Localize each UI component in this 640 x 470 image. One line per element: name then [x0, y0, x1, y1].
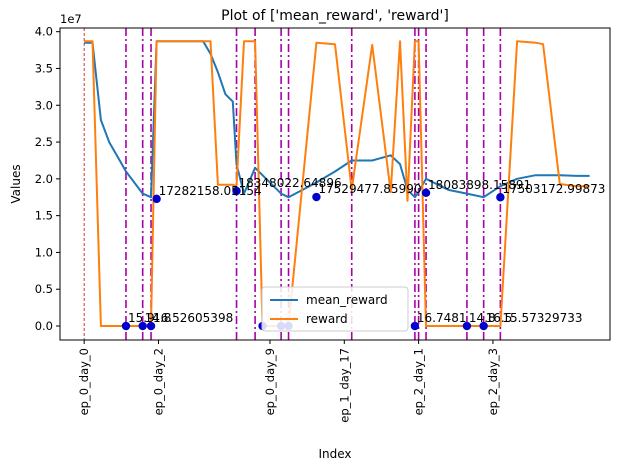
y-tick-label: 0.5 — [35, 282, 53, 296]
series-line-mean-reward — [84, 40, 590, 199]
annotation: 14.8 — [469, 311, 496, 325]
legend-box — [261, 286, 409, 332]
x-axis-label: Index — [318, 447, 351, 461]
chart-title: Plot of ['mean_reward', 'reward'] — [221, 8, 449, 24]
y-tick-label: 3.5 — [35, 61, 53, 75]
annotation: 17282158.05154 — [159, 184, 262, 198]
annotation: 15.57329733 — [502, 311, 582, 325]
annotation: 14.8 — [145, 311, 172, 325]
x-tick-label: ep_2_day_3 — [486, 348, 500, 415]
y-tick-label: 1.0 — [35, 245, 53, 259]
annotation: 18348022.64896 — [239, 176, 342, 190]
annotation: 16.7481 — [417, 311, 467, 325]
legend-label-reward: reward — [306, 312, 348, 326]
y-tick-label: 4.0 — [35, 25, 53, 39]
annotation: 16.5 — [486, 311, 513, 325]
marker-point — [138, 321, 147, 331]
marker-point — [312, 192, 321, 202]
marker-point — [146, 321, 156, 331]
annotation: 15.9 — [128, 311, 155, 325]
marker-point — [496, 193, 505, 202]
x-tick-label: ep_0_day_0 — [77, 348, 91, 415]
y-tick-label: 2.0 — [35, 172, 53, 186]
marker-point — [421, 188, 431, 198]
x-tick-label: ep_0_day_9 — [263, 348, 277, 415]
y-tick-label: 2.5 — [35, 135, 53, 149]
annotation: 17503172.99873 — [502, 182, 605, 196]
annotation: 17529477.85990 — [318, 182, 421, 196]
y-tick-label: 0.0 — [35, 319, 53, 333]
y-tick-label: 3.0 — [35, 98, 53, 112]
marker-point — [121, 321, 131, 331]
annotation: 16.52605398 — [153, 311, 233, 325]
axes-frame — [59, 27, 611, 341]
x-tick-label: ep_2_day_1 — [412, 348, 426, 415]
legend: mean_reward reward — [261, 286, 409, 332]
marker-point — [152, 194, 161, 204]
legend-label-mean-reward: mean_reward — [306, 293, 388, 307]
plot-area: 15.914.816.5260539817282158.051541834802… — [35, 25, 611, 423]
y-scale-label: 1e7 — [60, 12, 82, 26]
marker-point — [232, 186, 241, 196]
y-axis-label: Values — [9, 164, 23, 203]
annotation: 18083898.15891 — [428, 178, 531, 192]
marker-point — [410, 321, 420, 331]
x-tick-label: ep_1_day_17 — [337, 348, 351, 423]
marker-point — [479, 321, 488, 331]
marker-point — [462, 321, 472, 331]
x-tick-label: ep_0_day_2 — [151, 348, 165, 415]
y-tick-label: 1.5 — [35, 209, 53, 223]
